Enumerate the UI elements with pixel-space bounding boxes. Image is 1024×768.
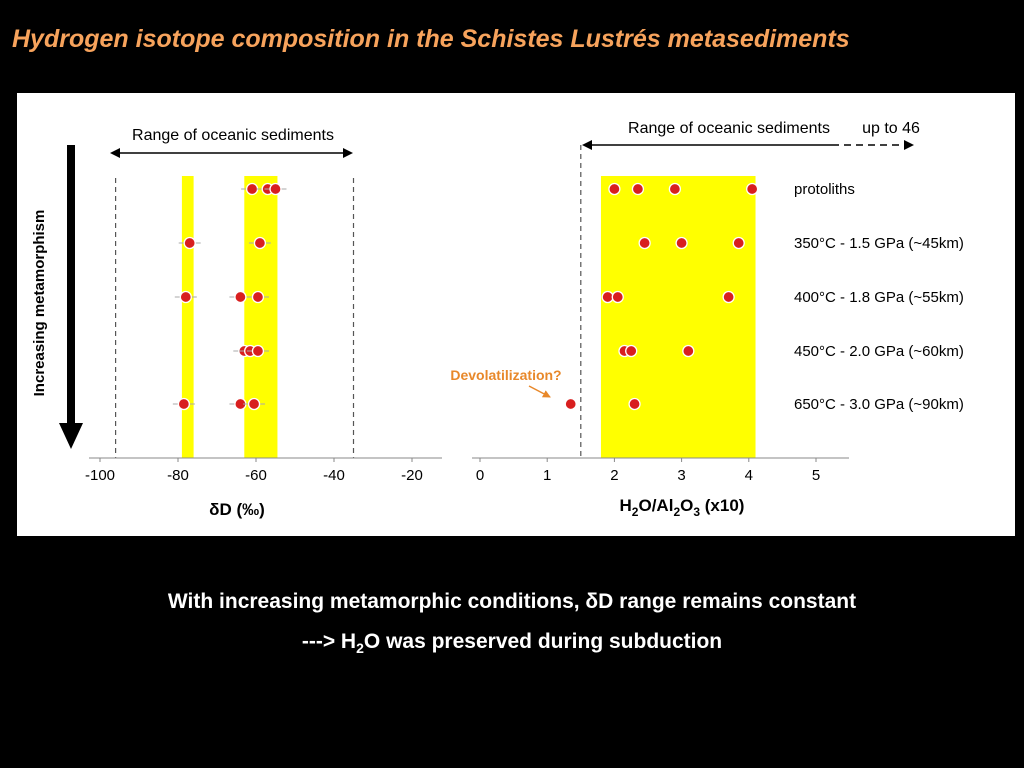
right-x-axis-label: H2O/Al2O3 (x10) (620, 496, 745, 519)
left-tick-label: -40 (323, 467, 345, 484)
left-data-point (251, 290, 265, 304)
right-data-point (675, 236, 688, 250)
right-range-extra: up to 46 (862, 120, 920, 137)
left-tick-label: -80 (167, 467, 189, 484)
right-data-point (746, 182, 759, 196)
right-tick-label: 1 (543, 467, 551, 484)
right-data-point (682, 344, 695, 358)
right-tick-label: 0 (476, 467, 484, 484)
row-label-2: 400°C - 1.8 GPa (~55km) (794, 289, 964, 306)
figure-svg: Increasing metamorphism Range of oceanic… (31, 120, 964, 519)
row-label-0: protoliths (794, 181, 855, 198)
arrow-label: Increasing metamorphism (31, 210, 48, 397)
left-tick-label: -60 (245, 467, 267, 484)
left-band-0 (181, 176, 194, 458)
xl-sub-3: 3 (693, 505, 700, 519)
right-data-point (668, 182, 682, 196)
figure-panel: Increasing metamorphism Range of oceanic… (17, 93, 1015, 536)
caption-line-2-post: O was preserved during subduction (363, 630, 723, 653)
right-range-label: Range of oceanic sediments (628, 120, 830, 137)
right-tick-label: 4 (745, 467, 753, 484)
right-data-point (601, 290, 614, 304)
left-data-point (269, 182, 282, 196)
caption-line-2-pre: ---> H (301, 630, 357, 653)
left-data-point (177, 397, 191, 411)
xl-sub-1: 2 (632, 505, 639, 519)
right-data-point (638, 236, 651, 250)
row-label-1: 350°C - 1.5 GPa (~45km) (794, 235, 964, 252)
row-label-3: 450°C - 2.0 GPa (~60km) (794, 343, 964, 360)
right-data-point (608, 182, 621, 196)
row-label-4: 650°C - 3.0 GPa (~90km) (794, 396, 964, 413)
left-data-point (253, 236, 267, 250)
devolatilization-annotation: Devolatilization? (450, 367, 561, 383)
right-data-point (722, 290, 735, 304)
right-tick-label: 3 (677, 467, 685, 484)
left-data-point (251, 344, 265, 358)
xl-h: H (620, 496, 632, 515)
xl-oal: O/Al (638, 496, 673, 515)
right-tick-label: 2 (610, 467, 618, 484)
right-data-point (611, 290, 624, 304)
right-band-0 (600, 176, 756, 458)
left-band-1 (244, 176, 278, 458)
left-range-label: Range of oceanic sediments (132, 127, 334, 144)
slide-title: Hydrogen isotope composition in the Schi… (12, 25, 850, 53)
xl-o: O (680, 496, 693, 515)
left-tick-label: -20 (401, 467, 423, 484)
devolatilization-arrow (528, 385, 551, 398)
caption-line-2-sub: 2 (356, 640, 364, 657)
right-data-point (625, 344, 638, 358)
left-data-point (245, 182, 259, 196)
left-data-point (183, 236, 196, 250)
caption-line-1: With increasing metamorphic conditions, … (167, 590, 857, 613)
xl-sub-2: 2 (673, 505, 680, 519)
left-data-point (179, 290, 192, 304)
left-tick-label: -100 (85, 467, 115, 484)
metamorphism-arrow (59, 145, 83, 449)
xl-x10: (x10) (700, 496, 744, 515)
right-data-point (732, 236, 745, 250)
left-data-point (247, 397, 261, 411)
caption-line-2: ---> H2O was preserved during subduction (0, 630, 1024, 656)
right-data-point (564, 397, 577, 411)
left-x-axis-label: δD (‰) (209, 500, 265, 519)
right-data-point (631, 182, 645, 196)
right-data-point (628, 397, 641, 411)
right-tick-label: 5 (812, 467, 820, 484)
left-data-point (234, 290, 247, 304)
